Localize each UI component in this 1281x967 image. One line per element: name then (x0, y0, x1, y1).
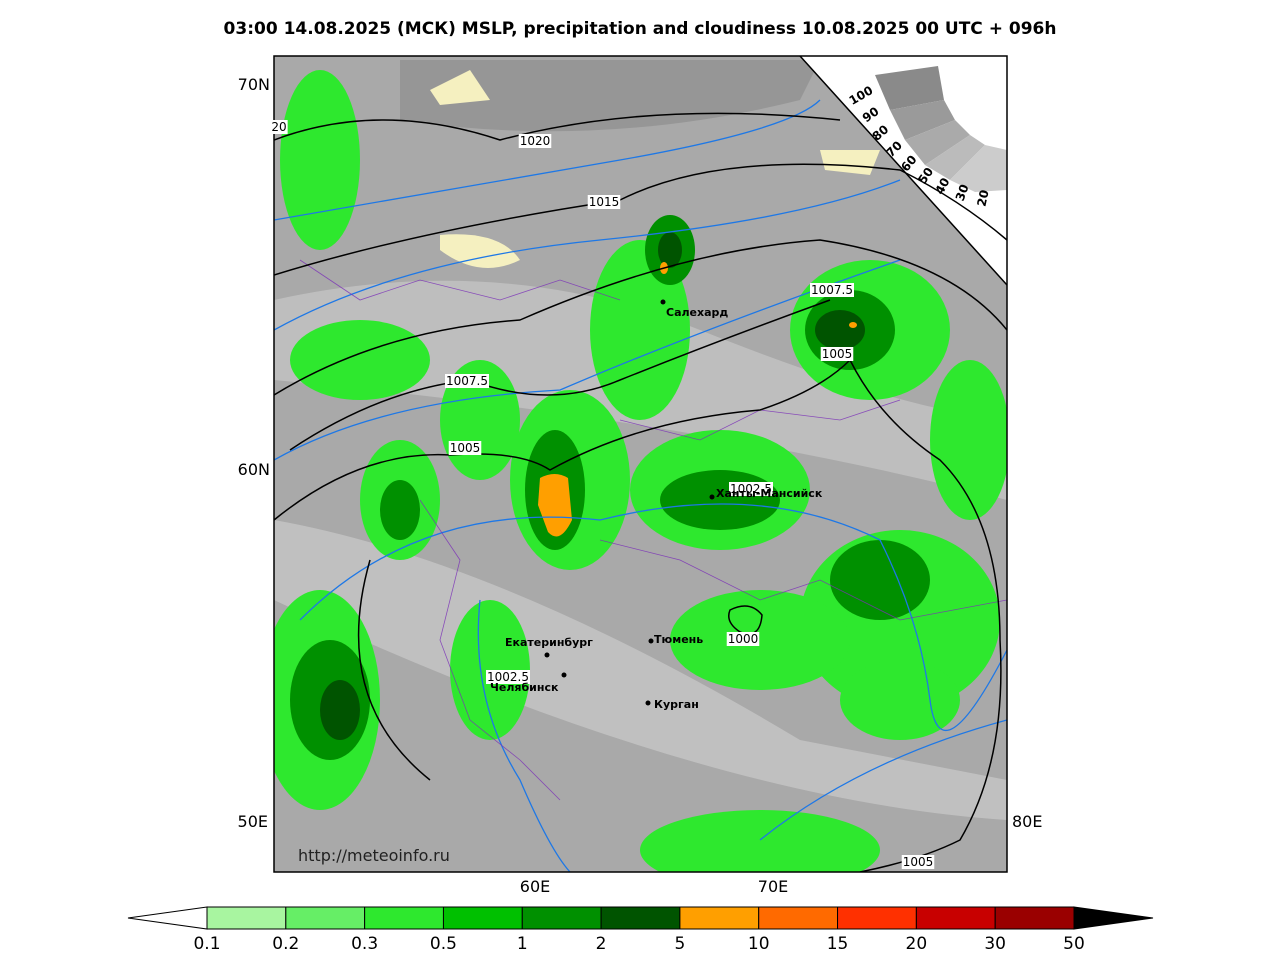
isobar-label: 1007.5 (811, 283, 853, 297)
city-label: Курган (654, 698, 699, 711)
colorbar-label: 5 (674, 934, 685, 954)
lon-label: 50E (238, 812, 268, 831)
isobar-label-bg (810, 283, 854, 297)
isobar-label-bg (270, 120, 288, 134)
colorbar-segment (521, 906, 602, 930)
colorbar: 0.1 0.2 0.3 0.5 1 2 5 10 15 20 30 50 (127, 906, 1154, 954)
cloud-scale-graphic (875, 66, 1007, 192)
city-label: Екатеринбург (505, 636, 593, 649)
isobar-labels: 20 1020 1015 1007.5 1005 1007.5 1005 1002.5 1000… (270, 120, 935, 869)
colorbar-segment (600, 906, 681, 930)
isobar-label: 1005 (450, 441, 481, 455)
colorbar-segment (837, 906, 917, 930)
colorbar-label: 50 (1063, 934, 1085, 954)
isobar-label-bg (486, 670, 530, 684)
lon-label: 80E (1012, 812, 1042, 831)
colorbar-segment (442, 906, 523, 930)
lat-label: 60N (238, 460, 270, 479)
city-labels: Салехард Ханты-Мансийск Тюмень Екатеринбург… (490, 306, 823, 711)
isobar-label-bg (820, 347, 854, 361)
watermark: http://meteoinfo.ru (298, 846, 450, 865)
isobar-label: 1000 (728, 632, 759, 646)
isobar-label: 1002.5 (487, 670, 529, 684)
isobar-label-bg (445, 374, 489, 388)
lon-label: 60E (520, 877, 550, 896)
lat-label: 70N (238, 75, 270, 94)
isobar-label-bg (729, 482, 773, 496)
isobar-label: 20 (271, 120, 286, 134)
city-label: Ханты-Мансийск (716, 487, 823, 500)
lon-label: 70E (758, 877, 788, 896)
colorbar-label: 0.2 (272, 934, 299, 954)
isobar-label: 1020 (520, 134, 551, 148)
colorbar-segment (994, 906, 1075, 930)
colorbar-label: 10 (748, 934, 770, 954)
isobar-label-bg (901, 855, 935, 869)
map-edge (799, 55, 1008, 286)
isobar-label: 1005 (822, 347, 853, 361)
map (274, 56, 1007, 872)
cloud-scale-label: 40 (932, 175, 952, 196)
colorbar-segment (206, 906, 287, 930)
colorbar-label: 2 (596, 934, 607, 954)
isobar-label-bg (448, 441, 482, 455)
isobar-label: 1002.5 (730, 482, 772, 496)
colorbar-segment (285, 906, 366, 930)
city-label: Салехард (666, 306, 728, 319)
isobar-label: 1007.5 (446, 374, 488, 388)
city-label: Челябинск (490, 681, 559, 694)
colorbar-segment (364, 906, 444, 930)
map-frame (273, 55, 1008, 873)
colorbar-label: 15 (827, 934, 849, 954)
colorbar-label: 1 (517, 934, 528, 954)
colorbar-label: 0.5 (430, 934, 457, 954)
colorbar-segment (758, 906, 839, 930)
colorbar-label: 30 (984, 934, 1006, 954)
colorbar-label: 0.1 (193, 934, 220, 954)
cloud-scale-label: 30 (953, 182, 972, 202)
colorbar-segment (679, 906, 760, 930)
cloud-scale-label: 20 (975, 189, 992, 208)
city-label: Тюмень (654, 633, 703, 646)
isobar-label-bg (587, 195, 621, 209)
isobar-label: 1015 (589, 195, 620, 209)
colorbar-label: 0.3 (351, 934, 378, 954)
isobar-label-bg (518, 134, 552, 148)
colorbar-label: 20 (906, 934, 928, 954)
colorbar-segment (915, 906, 996, 930)
title: 03:00 14.08.2025 (МСК) MSLP, precipitati… (224, 19, 1057, 39)
isobar-label: 1005 (903, 855, 934, 869)
isobar-label-bg (726, 632, 760, 646)
